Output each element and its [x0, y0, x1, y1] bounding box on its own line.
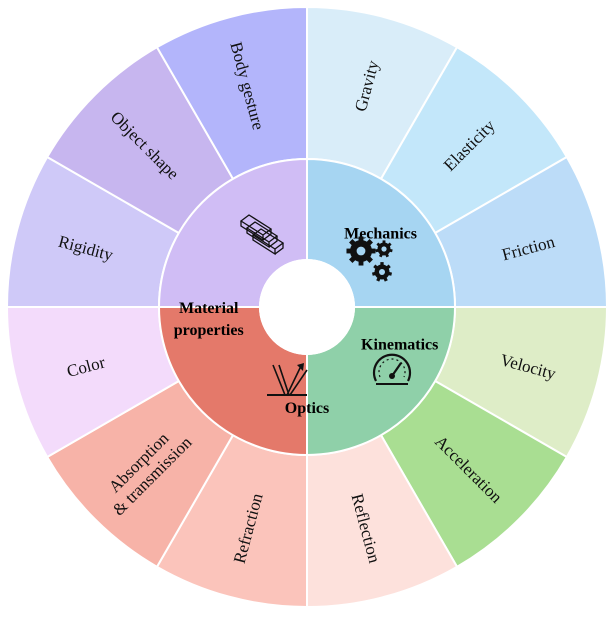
category-label-optics-line: Optics [285, 400, 329, 417]
speedometer-icon [372, 353, 412, 385]
center-hole [259, 259, 355, 355]
category-label-material-properties: Material properties [174, 300, 244, 339]
category-label-material-properties-line: Material [179, 300, 239, 317]
category-label-mechanics-line: Mechanics [344, 225, 417, 242]
icons [239, 214, 412, 396]
material-bars-icon [239, 214, 285, 256]
category-label-kinematics: Kinematics [361, 336, 438, 353]
inner-ring [157, 157, 457, 457]
category-label-material-properties-line: properties [174, 322, 244, 339]
category-label-optics: Optics [285, 400, 329, 417]
category-label-kinematics-line: Kinematics [361, 336, 438, 353]
light-reflection-icon [267, 363, 308, 396]
category-label-mechanics: Mechanics [344, 225, 417, 242]
inner-labels: Mechanics Kinematics Optics Material propert… [174, 225, 439, 417]
gears-icon [346, 236, 393, 282]
